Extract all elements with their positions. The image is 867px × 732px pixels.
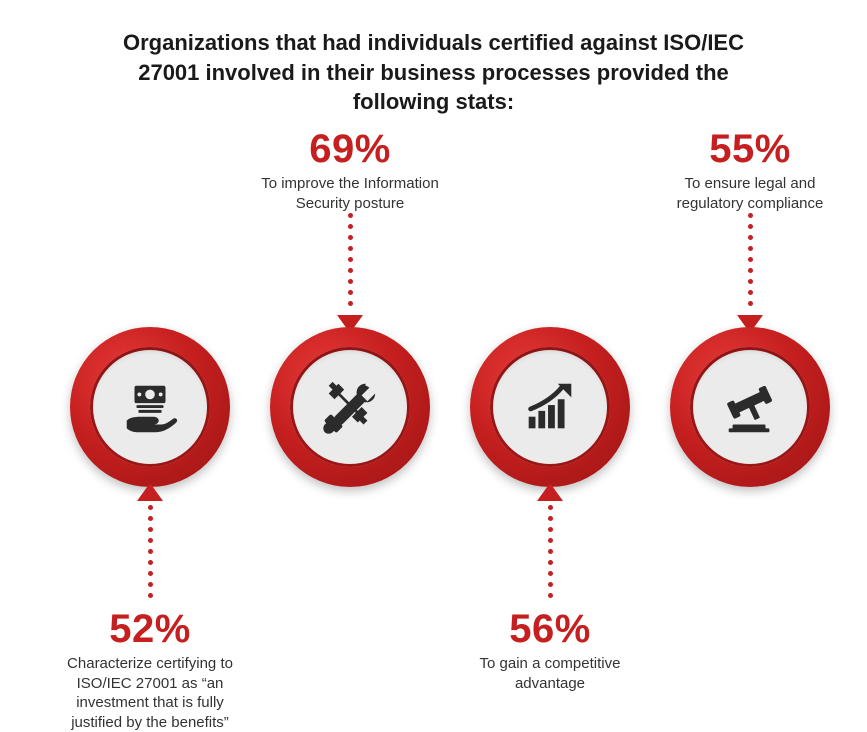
tools-icon bbox=[319, 376, 381, 438]
stat-circle bbox=[270, 327, 430, 487]
gavel-icon bbox=[719, 376, 781, 438]
stat-circle bbox=[70, 327, 230, 487]
money-hand-icon bbox=[119, 376, 181, 438]
connector-dots bbox=[747, 213, 753, 306]
stat-percent: 56% bbox=[450, 607, 650, 652]
growth-chart-icon bbox=[519, 376, 581, 438]
stat-percent: 55% bbox=[650, 127, 850, 172]
connector-arrow bbox=[537, 483, 563, 501]
headline: Organizations that had individuals certi… bbox=[0, 0, 867, 117]
stat-compliance: 55% To ensure legal and regulatory compl… bbox=[650, 127, 850, 213]
connector-dots bbox=[147, 505, 153, 598]
stat-security-posture: 69% To improve the Information Security … bbox=[250, 127, 450, 213]
stat-desc: To gain a competitive advantage bbox=[450, 654, 650, 693]
stat-percent: 69% bbox=[250, 127, 450, 172]
stat-percent: 52% bbox=[50, 607, 250, 652]
stat-circle bbox=[470, 327, 630, 487]
connector-dots bbox=[547, 505, 553, 598]
connector-arrow bbox=[137, 483, 163, 501]
stat-desc: Characterize certifying to ISO/IEC 27001… bbox=[50, 654, 250, 732]
infographic-stage: 69% To improve the Information Security … bbox=[0, 117, 867, 717]
stat-circle bbox=[670, 327, 830, 487]
stat-desc: To ensure legal and regulatory complianc… bbox=[650, 174, 850, 213]
stat-desc: To improve the Information Security post… bbox=[250, 174, 450, 213]
connector-dots bbox=[347, 213, 353, 306]
